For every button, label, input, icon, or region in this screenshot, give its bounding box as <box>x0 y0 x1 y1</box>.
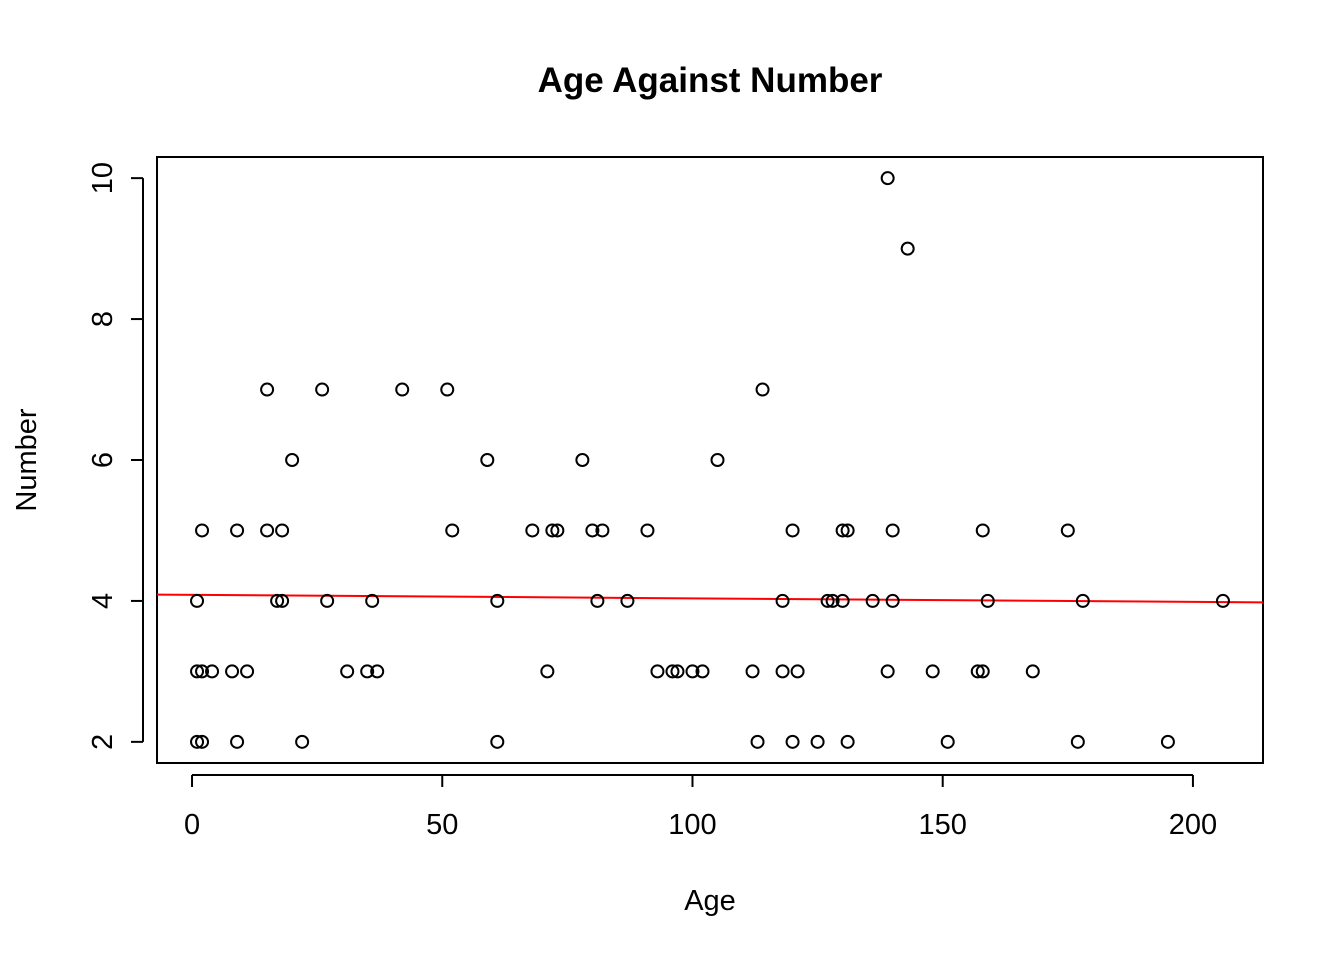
data-point <box>670 664 685 679</box>
data-point <box>840 523 855 538</box>
data-point <box>980 593 995 608</box>
data-point <box>1025 664 1040 679</box>
data-point <box>195 664 210 679</box>
data-point <box>480 453 495 467</box>
data-point <box>835 593 850 608</box>
data-point <box>240 664 255 679</box>
data-point <box>775 664 790 679</box>
trend-line <box>156 593 1264 604</box>
data-point <box>975 664 990 679</box>
y-tick-label: 4 <box>87 593 119 609</box>
data-point <box>445 523 460 538</box>
data-point <box>595 523 610 538</box>
data-point <box>320 593 335 608</box>
data-point <box>545 523 560 538</box>
x-tick-label: 0 <box>184 809 200 841</box>
data-point <box>970 664 985 679</box>
data-point <box>620 593 635 608</box>
data-point <box>820 593 835 608</box>
y-tick-label: 8 <box>87 311 119 327</box>
data-point <box>785 523 800 538</box>
data-point <box>340 664 355 679</box>
trend-line-group <box>156 593 1264 604</box>
data-point <box>925 664 940 679</box>
data-point <box>190 734 205 749</box>
data-point <box>880 664 895 679</box>
data-point <box>1075 593 1090 608</box>
x-axis-label: Age <box>684 885 736 917</box>
data-point <box>190 593 205 608</box>
data-point <box>650 664 665 679</box>
chart-title: Age Against Number <box>538 61 883 100</box>
data-point <box>1070 734 1085 749</box>
data-point <box>640 523 655 538</box>
data-point <box>525 523 540 538</box>
data-point <box>365 593 380 608</box>
data-point <box>1215 593 1230 608</box>
y-axis: 2 4 6 8 10 <box>87 162 144 750</box>
data-point <box>710 453 725 467</box>
data-point <box>825 593 840 608</box>
data-point <box>880 171 895 186</box>
data-point <box>575 453 590 467</box>
data-point <box>1060 523 1075 538</box>
x-tick-label: 150 <box>919 809 967 841</box>
data-point <box>865 593 880 608</box>
x-tick-label: 200 <box>1169 809 1217 841</box>
data-point <box>490 734 505 749</box>
data-point <box>195 734 210 749</box>
data-point <box>975 523 990 538</box>
data-point <box>275 523 290 538</box>
data-point <box>395 382 410 397</box>
data-point <box>900 241 915 256</box>
data-point <box>755 382 770 397</box>
data-point <box>315 382 330 397</box>
data-point <box>940 734 955 749</box>
data-point <box>225 664 240 679</box>
data-point <box>885 523 900 538</box>
x-tick-label: 50 <box>426 809 458 841</box>
x-axis: 0 50 100 150 200 <box>184 774 1217 841</box>
data-point <box>745 664 760 679</box>
data-point <box>810 734 825 749</box>
data-point <box>1160 734 1175 749</box>
data-point <box>275 593 290 608</box>
data-point <box>360 664 375 679</box>
y-axis-label: Number <box>11 408 43 511</box>
data-point <box>835 523 850 538</box>
data-point <box>785 734 800 749</box>
data-point <box>550 523 565 538</box>
data-point <box>665 664 680 679</box>
data-point <box>190 664 205 679</box>
data-point <box>685 664 700 679</box>
data-point <box>295 734 310 749</box>
data-point <box>490 593 505 608</box>
data-point <box>195 523 210 538</box>
data-point <box>205 664 220 679</box>
y-tick-label: 2 <box>87 734 119 750</box>
data-point <box>585 523 600 538</box>
data-point <box>260 382 275 397</box>
data-point <box>260 523 275 538</box>
y-tick-label: 10 <box>87 162 119 194</box>
data-point <box>840 734 855 749</box>
data-point <box>775 593 790 608</box>
data-point <box>230 734 245 749</box>
data-point <box>440 382 455 397</box>
data-point <box>230 523 245 538</box>
data-point <box>750 734 765 749</box>
data-points <box>190 171 1230 749</box>
data-point <box>540 664 555 679</box>
data-point <box>285 453 300 467</box>
data-point <box>695 664 710 679</box>
data-point <box>590 593 605 608</box>
x-tick-label: 100 <box>668 809 716 841</box>
data-point <box>370 664 385 679</box>
data-point <box>270 593 285 608</box>
y-tick-label: 6 <box>87 452 119 468</box>
data-point <box>885 593 900 608</box>
plot-frame <box>156 156 1264 764</box>
data-point <box>790 664 805 679</box>
